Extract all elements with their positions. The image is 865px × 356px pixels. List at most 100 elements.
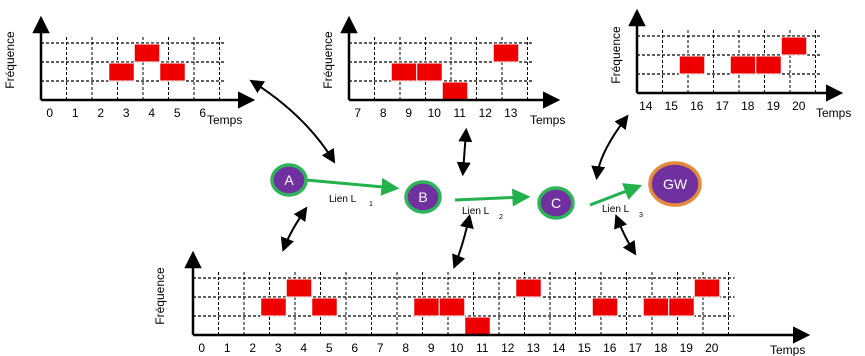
x-tick-label: 15 [665, 99, 679, 113]
connector-b-combined [452, 213, 474, 269]
x-tick-label: 19 [680, 341, 694, 355]
x-tick-label: 9 [428, 341, 435, 355]
x-tick-label: 9 [405, 106, 412, 120]
node-gw: GW [648, 161, 702, 207]
x-tick-label: 1 [224, 341, 231, 355]
x-tick-label: 0 [46, 106, 53, 120]
x-tick-label: 11 [476, 341, 489, 355]
x-tick-label: 11 [454, 106, 467, 120]
x-tick-label: 4 [300, 341, 307, 355]
x-tick-label: 13 [527, 341, 541, 355]
nodes-layer: A B C GW [270, 161, 702, 220]
link-l2: Lien L 2 [454, 188, 531, 221]
slot-cell [591, 297, 619, 317]
x-tick-label: 17 [716, 99, 730, 113]
node-circle [648, 161, 702, 207]
connector-c-chart [591, 114, 629, 181]
y-axis-label: Fréquence [321, 31, 335, 89]
x-tick-label: 3 [123, 106, 130, 120]
link-l3: Lien L 3 [589, 183, 643, 219]
x-axis-label: Temps [530, 113, 565, 127]
x-tick-label: 10 [428, 106, 442, 120]
slot-cell [260, 297, 287, 317]
node-label: C [551, 195, 561, 211]
x-tick-label: 12 [479, 106, 493, 120]
x-tick-label: 17 [629, 341, 643, 355]
slot-cell [678, 55, 706, 75]
link-arrow [589, 183, 643, 207]
x-tick-label: 3 [275, 341, 282, 355]
link-l1: Lien L 1 [305, 177, 400, 208]
slot-cell [729, 55, 757, 75]
connector-c-combined [614, 214, 637, 256]
node-a: A [270, 163, 308, 197]
x-tick-label: 18 [741, 99, 755, 113]
node-label: B [418, 189, 427, 205]
connector-a-chart [249, 79, 336, 164]
x-tick-label: 4 [148, 106, 155, 120]
y-axis-label: Fréquence [3, 31, 17, 89]
slot-cell [755, 55, 782, 75]
x-tick-label: 12 [501, 341, 515, 355]
link-subscript: 3 [639, 212, 643, 219]
slot-cell [413, 297, 440, 317]
x-tick-label: 15 [578, 341, 592, 355]
x-tick-label: 7 [354, 106, 361, 120]
link-label: Lien L [329, 194, 357, 205]
x-tick-label: 5 [326, 341, 333, 355]
x-tick-label: 2 [249, 341, 256, 355]
slot-cell [133, 43, 161, 63]
slot-cell [464, 316, 491, 336]
x-tick-label: 8 [380, 106, 387, 120]
node-label: GW [663, 176, 688, 192]
slot-cell [693, 278, 721, 298]
x-tick-label: 6 [351, 341, 358, 355]
x-tick-label: 14 [639, 99, 653, 113]
slot-cell [642, 297, 670, 317]
x-tick-label: 16 [603, 341, 617, 355]
x-tick-label: 6 [199, 106, 206, 120]
slot-cell [780, 36, 808, 56]
node-circle [270, 163, 308, 197]
link-arrow [454, 188, 531, 207]
slot-cell [416, 62, 443, 82]
slot-cell [441, 81, 469, 101]
slot-cell [438, 297, 466, 317]
slot-cell [159, 62, 186, 82]
x-tick-label: 18 [654, 341, 668, 355]
link-subscript: 1 [369, 201, 373, 208]
x-tick-label: 19 [767, 99, 781, 113]
x-tick-label: 0 [198, 341, 205, 355]
chart-node-c: 14 15 16 17 18 19 20 Temps Fréquence [609, 8, 851, 120]
x-tick-label: 13 [504, 106, 518, 120]
x-tick-label: 10 [450, 341, 464, 355]
x-axis-label: Temps [770, 343, 805, 356]
slot-cell [285, 278, 313, 298]
link-subscript: 2 [499, 214, 503, 221]
x-tick-label: 14 [552, 341, 566, 355]
node-circle [404, 180, 442, 214]
link-label: Lien L [462, 206, 490, 217]
x-tick-label: 2 [97, 106, 104, 120]
chart-node-b: 7 8 9 10 11 12 13 Temps Fréquence [321, 15, 565, 127]
x-tick-label: 1 [72, 106, 79, 120]
y-axis-label: Fréquence [153, 267, 167, 325]
chart-node-a: 0 1 2 3 4 5 6 Temps Fréquence [3, 15, 256, 127]
node-label: A [284, 172, 294, 188]
x-axis-label: Temps [816, 106, 851, 120]
connector-b-chart [456, 127, 473, 177]
slot-cell [390, 62, 418, 82]
connectors-layer: Lien L 1 Lien L 2 Lien L 3 [249, 79, 643, 269]
slot-cell [515, 278, 542, 298]
x-tick-label: 16 [690, 99, 704, 113]
x-tick-label: 8 [402, 341, 409, 355]
node-b: B [404, 180, 442, 214]
slot-cell [108, 62, 135, 82]
x-tick-label: 7 [377, 341, 384, 355]
x-tick-label: 20 [792, 99, 806, 113]
x-axis-label: Temps [207, 113, 242, 127]
chart-combined: 0 1 2 3 4 5 6 7 8 9 10 11 12 13 14 15 16 17 18 19 20 TempsFré… [153, 250, 811, 356]
